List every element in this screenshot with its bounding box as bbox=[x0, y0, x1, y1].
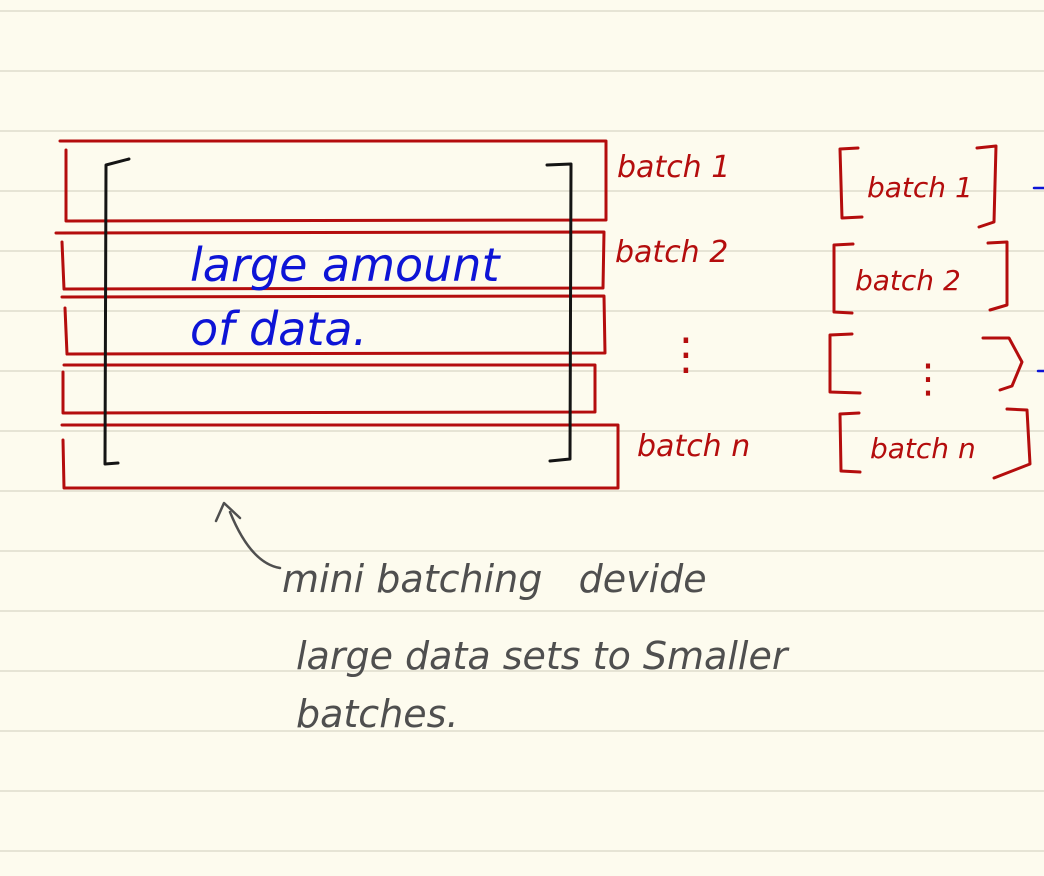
output-arrows bbox=[1032, 186, 1044, 373]
bracket-label-2: batch 2 bbox=[855, 264, 961, 297]
ruled-lines bbox=[0, 10, 1044, 852]
data-matrix-brackets bbox=[103, 157, 573, 466]
bracket-label-ellipsis: ⋮ bbox=[908, 356, 948, 402]
batch-strip-3 bbox=[60, 294, 607, 356]
batch-label-n: batch n bbox=[637, 429, 750, 464]
bracket-n-right bbox=[992, 407, 1032, 480]
batch-strips bbox=[54, 139, 620, 490]
batch-strip-4 bbox=[61, 363, 597, 415]
batch-strip-2 bbox=[54, 230, 606, 291]
bracket-label-n: batch n bbox=[870, 432, 976, 465]
right-bracket bbox=[545, 162, 573, 463]
bracket-1-right bbox=[975, 144, 998, 229]
annotation-arrow bbox=[214, 501, 282, 570]
annotation-line-2: large data sets to Smaller bbox=[296, 634, 790, 678]
annotation-arrow-shaft bbox=[228, 510, 282, 570]
bracket-n-left bbox=[838, 411, 862, 474]
data-text-line-2: of data. bbox=[190, 302, 367, 356]
bracket-label-1: batch 1 bbox=[867, 171, 973, 204]
annotation-line-3: batches. bbox=[296, 692, 459, 736]
batch-strip-1 bbox=[58, 139, 608, 223]
batch-label-2: batch 2 bbox=[615, 235, 728, 270]
left-bracket bbox=[103, 157, 131, 466]
annotation-line-1: mini batching devide bbox=[282, 557, 707, 601]
bracket-2-right bbox=[986, 240, 1009, 312]
batch-brackets bbox=[828, 144, 1032, 480]
batch-label-ellipsis: ⋮ bbox=[664, 329, 708, 380]
arrow-head-icon bbox=[214, 501, 242, 523]
bracket-3-right bbox=[981, 336, 1024, 392]
batch-strip-n bbox=[60, 423, 620, 490]
bracket-3-left bbox=[828, 332, 862, 395]
batch-label-1: batch 1 bbox=[617, 150, 730, 185]
bracket-2-left bbox=[832, 242, 855, 315]
data-text-line-1: large amount bbox=[190, 238, 501, 292]
bracket-1-left bbox=[838, 146, 864, 220]
